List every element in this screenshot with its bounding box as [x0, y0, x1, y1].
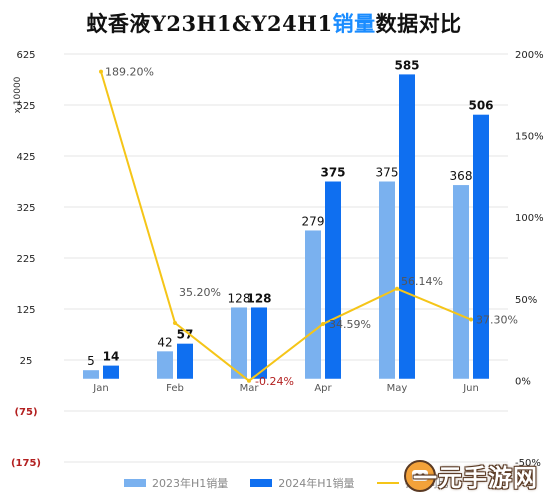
- bar-value-label: 279: [302, 214, 325, 228]
- right-tick-label: 0%: [515, 376, 531, 387]
- left-axis: 625 525 425 325 225 125 25 (75) (175): [11, 50, 41, 469]
- left-tick-label: 325: [16, 203, 35, 214]
- bar-2023-may: [379, 181, 395, 379]
- left-tick-label: 225: [16, 254, 35, 265]
- watermark: 一元手游网: [402, 452, 548, 500]
- legend-swatch-2024: [250, 479, 273, 487]
- yoy-value-label: -0.24%: [255, 375, 294, 388]
- legend-label-2024: 2024年H1销量: [278, 477, 355, 490]
- bar-2023-feb: [157, 351, 173, 379]
- yoy-point: [395, 286, 399, 291]
- bar-value-label: 585: [394, 58, 419, 72]
- bar-value-label: 368: [450, 169, 473, 183]
- bar-2024-jun: [473, 114, 489, 379]
- x-axis: Jan Feb Mar Apr May Jun: [92, 383, 479, 394]
- bar-2024-may: [399, 74, 415, 379]
- bar-2024-mar: [251, 307, 267, 379]
- left-tick-label: (75): [14, 407, 37, 418]
- x-tick-label: Feb: [166, 383, 184, 394]
- bar-value-labels: 5 42 128 279 375 368 14 57 128 375 585 506: [87, 58, 493, 368]
- gridlines: [64, 53, 508, 463]
- bar-2024-feb: [177, 343, 193, 379]
- x-tick-label: Apr: [314, 383, 332, 394]
- chart-legend: 2023年H1销量 2024年H1销量 销量同比: [124, 474, 449, 492]
- watermark-text: 一元手游网: [413, 464, 538, 492]
- legend-label-2023: 2023年H1销量: [152, 477, 229, 490]
- legend-item-2024: 2024年H1销量: [250, 475, 355, 491]
- left-tick-label: 425: [16, 152, 35, 163]
- bar-2023-apr: [305, 230, 321, 379]
- bar-2023-jun: [453, 185, 469, 379]
- left-tick-label: 625: [16, 50, 35, 61]
- yoy-point: [99, 69, 103, 74]
- yoy-point: [321, 321, 325, 326]
- bar-value-label: 14: [103, 350, 120, 364]
- legend-swatch-yoy: [376, 482, 399, 484]
- bar-2023-jan: [83, 370, 99, 379]
- right-tick-label: -50%: [515, 458, 541, 469]
- bar-2024-jan: [103, 365, 119, 379]
- x-tick-label: Jun: [462, 383, 479, 394]
- x-tick-label: Mar: [240, 383, 260, 394]
- bar-2024-apr: [325, 181, 341, 379]
- right-tick-label: 100%: [515, 213, 544, 224]
- x-tick-label: May: [387, 383, 408, 394]
- yoy-value-label: 34.59%: [329, 318, 371, 331]
- left-tick-label: 125: [16, 305, 35, 316]
- right-axis: 200% 150% 100% 50% 0% -50%: [515, 50, 544, 469]
- yoy-value-label: 189.20%: [105, 66, 154, 79]
- bar-value-label: 42: [157, 335, 172, 349]
- bar-value-label: 128: [246, 291, 271, 305]
- chart-title: 蚊香液Y23H1&Y24H1销量数据对比: [86, 11, 462, 36]
- left-tick-label: 525: [16, 101, 35, 112]
- bar-2023-mar: [231, 307, 247, 379]
- right-tick-label: 200%: [515, 50, 544, 61]
- bar-value-label: 375: [376, 166, 399, 180]
- yoy-point: [173, 320, 177, 325]
- yoy-point: [469, 317, 473, 322]
- legend-swatch-2023: [124, 479, 146, 487]
- yoy-value-label: 56.14%: [401, 275, 443, 288]
- yoy-point: [247, 378, 251, 383]
- bar-value-label: 57: [177, 328, 194, 342]
- left-tick-label: 25: [20, 356, 33, 367]
- bar-value-label: 375: [320, 166, 345, 180]
- left-axis-unit: x 10000: [13, 76, 23, 113]
- bars: [83, 74, 489, 379]
- yoy-line: [99, 69, 473, 383]
- x-tick-label: Jan: [92, 383, 108, 394]
- right-tick-label: 50%: [515, 295, 537, 306]
- left-tick-label: (175): [11, 458, 41, 469]
- yoy-labels: 189.20% 35.20% -0.24% 34.59% 56.14% 37.30%: [105, 66, 518, 388]
- yoy-value-label: 35.20%: [179, 286, 221, 299]
- right-tick-label: 150%: [515, 132, 544, 143]
- yoy-line-path: [100, 71, 472, 382]
- bar-value-label: 5: [87, 354, 95, 368]
- bar-value-label: 506: [468, 99, 493, 113]
- yoy-value-label: 37.30%: [476, 314, 518, 327]
- legend-item-2023: 2023年H1销量: [124, 475, 228, 491]
- watermark-logo-icon: [404, 460, 436, 492]
- bar-value-label: 128: [228, 291, 251, 305]
